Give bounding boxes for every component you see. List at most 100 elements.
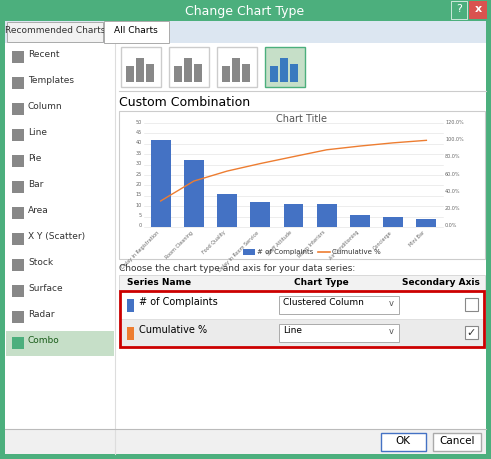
Text: 40: 40 bbox=[136, 140, 142, 145]
Text: Column: Column bbox=[28, 102, 63, 111]
Text: Series Name: Series Name bbox=[127, 277, 191, 286]
Bar bbox=[12, 207, 24, 219]
Text: Radar: Radar bbox=[28, 309, 55, 318]
Text: 40.0%: 40.0% bbox=[445, 189, 461, 193]
Bar bbox=[6, 253, 114, 279]
Bar bbox=[12, 78, 24, 90]
Bar bbox=[126, 67, 134, 83]
Text: v: v bbox=[388, 326, 393, 335]
Text: 30: 30 bbox=[136, 161, 142, 166]
Text: 10: 10 bbox=[136, 202, 142, 207]
Text: ✓: ✓ bbox=[466, 327, 476, 337]
Bar bbox=[120, 291, 484, 347]
Bar bbox=[383, 217, 403, 228]
Bar bbox=[127, 327, 134, 340]
Text: Cumulative %: Cumulative % bbox=[332, 248, 381, 254]
Bar bbox=[465, 298, 478, 311]
Text: Cumulative %: Cumulative % bbox=[139, 325, 207, 334]
Bar bbox=[6, 72, 114, 97]
Bar bbox=[0, 0, 5, 459]
Bar bbox=[469, 2, 487, 20]
Bar bbox=[12, 156, 24, 168]
Text: Area: Area bbox=[28, 206, 49, 214]
Text: Pie: Pie bbox=[28, 154, 41, 162]
Text: 20: 20 bbox=[136, 181, 142, 186]
Bar bbox=[265, 48, 305, 88]
Text: 80.0%: 80.0% bbox=[445, 154, 461, 159]
Text: Recommended Charts: Recommended Charts bbox=[5, 26, 105, 35]
Text: Bar: Bar bbox=[28, 179, 43, 189]
Bar bbox=[280, 59, 288, 83]
Text: Custom Combination: Custom Combination bbox=[119, 96, 250, 109]
Bar bbox=[6, 124, 114, 149]
Text: Cancel: Cancel bbox=[439, 435, 475, 445]
Bar bbox=[184, 59, 192, 83]
Bar bbox=[0, 0, 491, 22]
Text: 20.0%: 20.0% bbox=[445, 206, 461, 211]
Bar bbox=[486, 0, 491, 459]
Bar bbox=[119, 319, 485, 347]
Bar bbox=[451, 2, 467, 20]
Text: X Y (Scatter): X Y (Scatter) bbox=[28, 231, 85, 241]
Bar bbox=[12, 52, 24, 64]
Bar bbox=[5, 22, 486, 44]
Text: Surface: Surface bbox=[28, 283, 63, 292]
Bar bbox=[5, 44, 486, 454]
Text: 0.0%: 0.0% bbox=[445, 223, 458, 228]
Bar bbox=[119, 291, 485, 319]
Text: Chart Type: Chart Type bbox=[294, 277, 349, 286]
Text: Delay in Registration: Delay in Registration bbox=[121, 230, 161, 269]
Text: All Charts: All Charts bbox=[114, 26, 158, 35]
Bar bbox=[127, 299, 134, 312]
Text: Combo: Combo bbox=[28, 335, 60, 344]
Text: Choose the chart type and axis for your data series:: Choose the chart type and axis for your … bbox=[119, 263, 355, 272]
Text: OK: OK bbox=[395, 435, 410, 445]
Text: x: x bbox=[474, 4, 482, 14]
Text: 100.0%: 100.0% bbox=[445, 136, 464, 141]
Bar bbox=[121, 48, 161, 88]
Bar bbox=[7, 23, 103, 43]
Text: 45: 45 bbox=[136, 129, 142, 134]
Bar bbox=[12, 104, 24, 116]
Bar bbox=[12, 311, 24, 323]
Bar bbox=[217, 48, 257, 88]
Bar bbox=[12, 130, 24, 142]
Text: Clustered Column: Clustered Column bbox=[283, 297, 364, 306]
Text: # of Complaints: # of Complaints bbox=[139, 297, 218, 306]
Text: Room Interiors: Room Interiors bbox=[298, 230, 327, 258]
Bar bbox=[146, 65, 154, 83]
Bar bbox=[6, 176, 114, 201]
Text: Line: Line bbox=[28, 128, 47, 137]
Bar bbox=[184, 161, 204, 228]
Text: v: v bbox=[388, 298, 393, 308]
Bar bbox=[6, 305, 114, 330]
Bar bbox=[465, 326, 478, 339]
Bar bbox=[6, 331, 114, 356]
Bar bbox=[194, 65, 202, 83]
Bar bbox=[6, 150, 114, 174]
Bar bbox=[6, 98, 114, 123]
Text: 120.0%: 120.0% bbox=[445, 119, 464, 124]
Bar bbox=[169, 48, 209, 88]
Bar bbox=[6, 228, 114, 252]
Bar bbox=[317, 205, 337, 228]
Text: Templates: Templates bbox=[28, 76, 74, 85]
Text: 60.0%: 60.0% bbox=[445, 171, 461, 176]
Text: Concierge: Concierge bbox=[372, 230, 393, 251]
Bar bbox=[151, 140, 170, 228]
Text: 25: 25 bbox=[136, 171, 142, 176]
Text: 5: 5 bbox=[139, 213, 142, 218]
Text: Delay in Room Service: Delay in Room Service bbox=[218, 230, 260, 272]
Bar bbox=[270, 67, 278, 83]
Text: 15: 15 bbox=[136, 192, 142, 197]
Bar bbox=[12, 234, 24, 246]
Text: Food Quality: Food Quality bbox=[202, 230, 227, 255]
Text: Stock: Stock bbox=[28, 257, 53, 266]
Text: Mini Bar: Mini Bar bbox=[409, 230, 426, 247]
Text: Air Conditioning: Air Conditioning bbox=[328, 230, 360, 261]
Bar bbox=[136, 59, 144, 83]
Bar bbox=[12, 337, 24, 349]
Bar bbox=[433, 433, 481, 451]
Bar bbox=[243, 249, 255, 256]
Bar bbox=[119, 275, 485, 291]
